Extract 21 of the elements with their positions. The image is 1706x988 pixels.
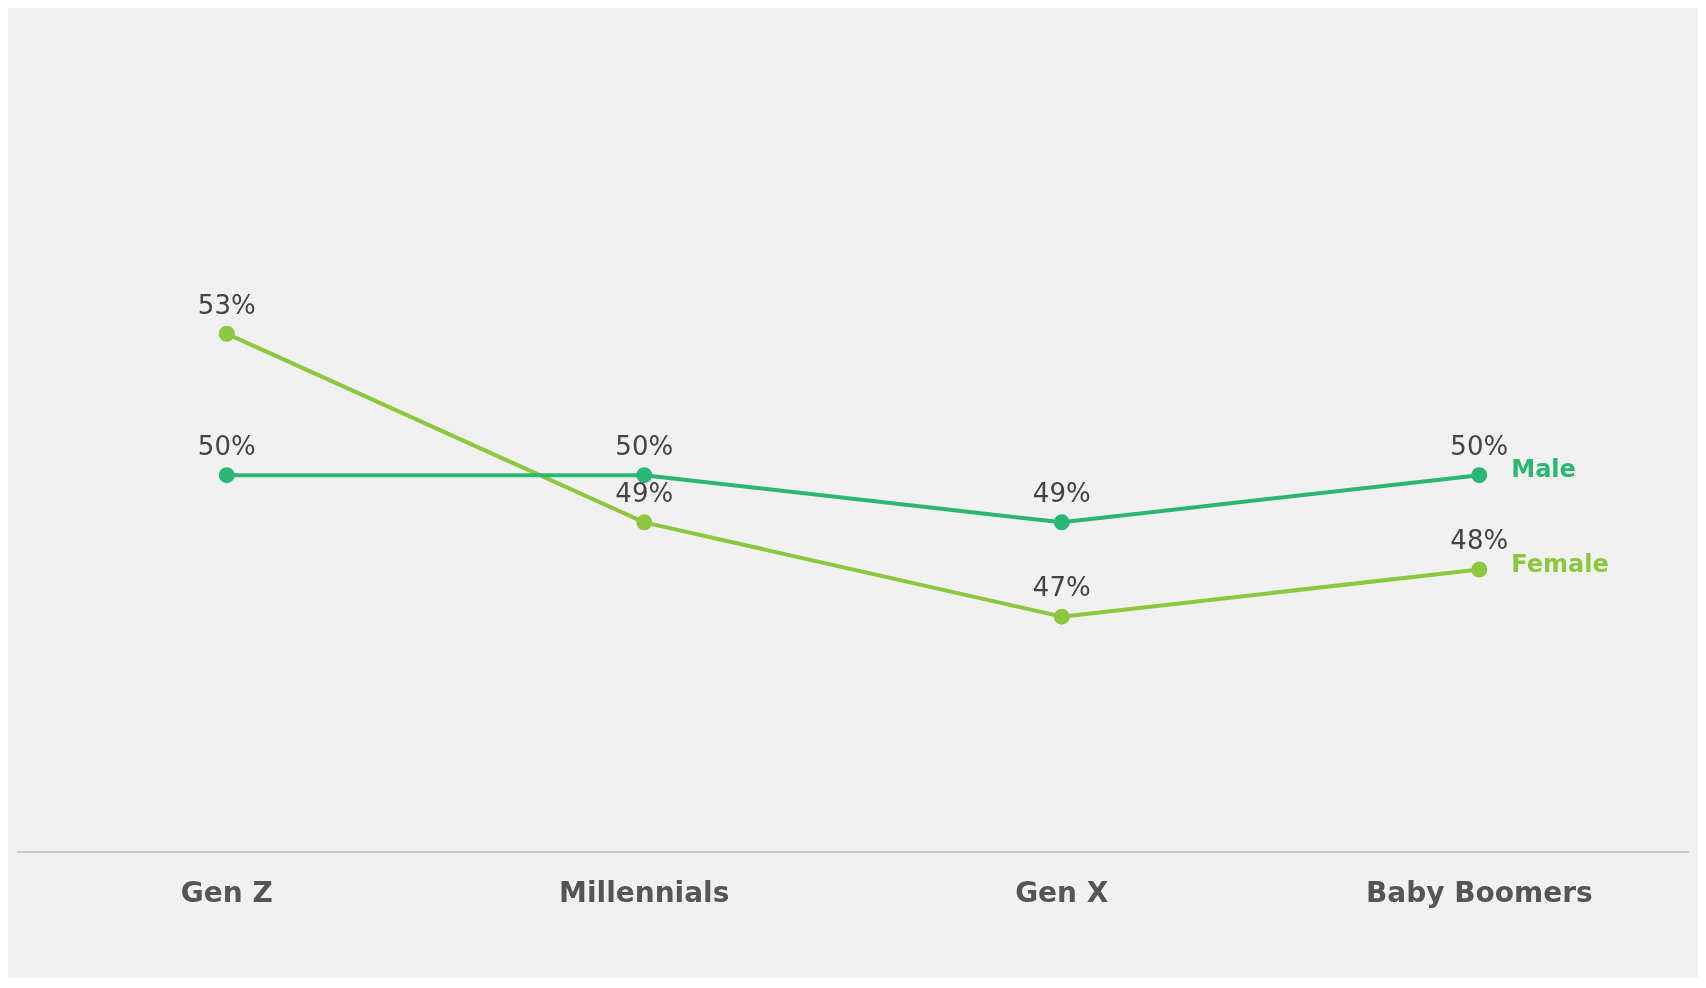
- series-label: Male: [1511, 455, 1576, 484]
- data-label: 50%: [197, 430, 256, 461]
- series-label: Female: [1511, 549, 1609, 578]
- point: [1471, 467, 1488, 484]
- x-tick-label: Gen X: [1015, 876, 1109, 910]
- x-tick-label: Baby Boomers: [1365, 876, 1593, 910]
- data-label: 49%: [1032, 478, 1091, 509]
- data-label: 53%: [197, 289, 256, 320]
- point: [1053, 514, 1070, 531]
- data-label: 48%: [1450, 525, 1509, 556]
- x-tick-label: Gen Z: [180, 876, 273, 910]
- point: [636, 514, 653, 531]
- x-tick-label: Millennials: [559, 876, 730, 910]
- data-label: 47%: [1032, 572, 1091, 603]
- data-label: 50%: [615, 430, 674, 461]
- point: [218, 467, 235, 484]
- point: [1471, 561, 1488, 578]
- data-label: 49%: [615, 478, 674, 509]
- point: [218, 325, 235, 342]
- point: [1053, 608, 1070, 625]
- data-label: 50%: [1450, 430, 1509, 461]
